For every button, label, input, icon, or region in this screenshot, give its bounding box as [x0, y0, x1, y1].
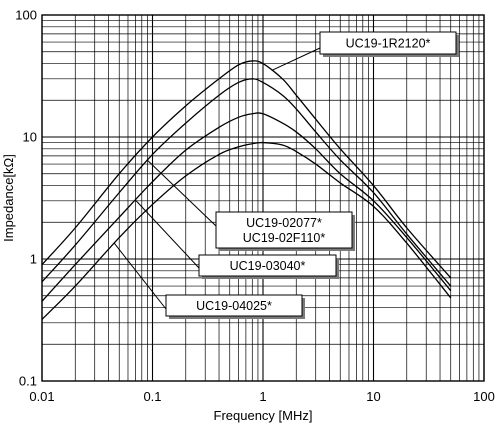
x-tick-label: 100 [473, 389, 495, 404]
x-axis-title: Frequency [MHz] [214, 408, 313, 423]
series-line-2 [41, 78, 452, 287]
series-label: UC19-04025* [196, 299, 272, 313]
plot-frame [41, 14, 485, 382]
grid [41, 14, 485, 382]
y-tick-label: 100 [15, 8, 37, 23]
series-label-box [319, 31, 457, 55]
y-tick-label: 10 [23, 130, 37, 145]
leader-line [113, 242, 167, 310]
x-tick-label: 0.01 [29, 389, 54, 404]
series-line-1 [41, 60, 452, 279]
series-label-box [198, 254, 337, 277]
y-tick-label: 0.1 [19, 374, 37, 389]
series-line-3 [41, 112, 452, 302]
x-tick-label: 10 [366, 389, 380, 404]
x-tick-label: 1 [259, 389, 266, 404]
series-label: UC19-03040* [230, 259, 306, 273]
series-annotations: UC19-1R2120* UC19-02077*UC19-02F110* UC19-… [113, 31, 459, 319]
series-line-4 [41, 141, 452, 320]
series-label: UC19-02077* [246, 216, 322, 230]
leader-line [271, 47, 321, 71]
leader-line [147, 159, 217, 227]
series-label-box [165, 294, 303, 317]
series-label: UC19-02F110* [243, 231, 326, 245]
series-label: UC19-1R2120* [346, 37, 431, 51]
leader-line [135, 199, 200, 269]
y-tick-label: 1 [30, 252, 37, 267]
y-axis-title: Impedance[kΩ] [1, 154, 16, 242]
series-label-box [215, 211, 353, 249]
x-tick-label: 0.1 [143, 389, 161, 404]
series-curves [41, 60, 452, 320]
